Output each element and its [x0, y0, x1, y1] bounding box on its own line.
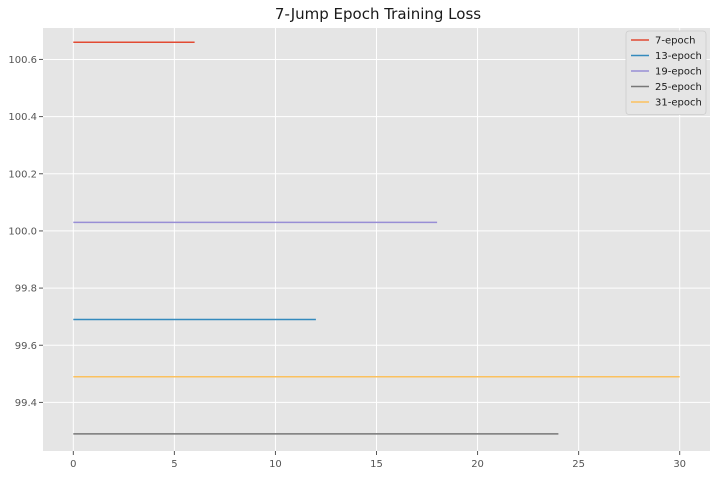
x-tick-label: 30	[673, 459, 686, 470]
x-tick-label: 10	[269, 459, 282, 470]
legend-label: 7-epoch	[655, 36, 695, 47]
legend-label: 25-epoch	[655, 82, 702, 93]
legend-box	[625, 30, 707, 115]
y-axis-ticks: 99.4 99.6 99.8 100.0 100.2 100.4 100.6	[8, 55, 43, 409]
y-tick-label: 100.4	[8, 112, 37, 123]
y-tick-label: 100.6	[8, 55, 37, 66]
x-tick-label: 0	[70, 459, 76, 470]
legend-label: 19-epoch	[655, 67, 702, 78]
grid-lines	[43, 28, 710, 451]
y-tick-label: 99.4	[15, 398, 37, 409]
legend: 7-epoch 13-epoch 19-epoch 25-epoch 31-epoch	[625, 30, 707, 115]
y-tick-label: 100.2	[8, 169, 37, 180]
y-tick-label: 99.8	[15, 284, 37, 295]
y-tick-label: 99.6	[15, 341, 37, 352]
x-tick-label: 5	[171, 459, 177, 470]
x-axis-ticks: 0 5 10 15 20 25 30	[70, 451, 686, 470]
x-tick-label: 15	[370, 459, 383, 470]
x-tick-label: 20	[471, 459, 484, 470]
x-tick-label: 25	[572, 459, 585, 470]
series-layer	[73, 41, 680, 435]
legend-label: 31-epoch	[655, 98, 702, 109]
chart-title: 7-Jump Epoch Training Loss	[275, 5, 481, 23]
legend-label: 13-epoch	[655, 51, 702, 62]
y-tick-label: 100.0	[8, 226, 37, 237]
